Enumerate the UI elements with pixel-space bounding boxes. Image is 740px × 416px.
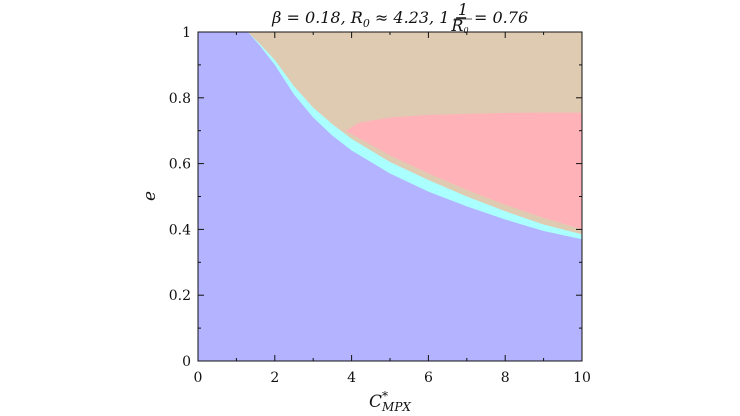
x-tick-label: 10 (573, 370, 591, 386)
x-tick-label: 2 (270, 370, 279, 386)
region-pink (345, 112, 582, 230)
x-tick-label: 6 (424, 370, 433, 386)
x-tick-label: 8 (501, 370, 510, 386)
title-end: = 0.76 (474, 8, 528, 27)
y-tick-label: 0.4 (169, 222, 191, 238)
y-axis-label: e (140, 191, 160, 201)
x-tick-label: 0 (194, 370, 203, 386)
x-tick-label: 4 (347, 370, 356, 386)
y-tick-label: 0.2 (169, 288, 191, 304)
y-tick-label: 0 (182, 354, 191, 370)
y-tick-label: 1 (182, 25, 191, 41)
title-fraction-denominator: R0 (450, 16, 468, 35)
regions-layer (198, 32, 582, 361)
region-blue (198, 32, 582, 361)
y-tick-label: 0.8 (169, 91, 191, 107)
y-tick-label: 0.6 (169, 157, 191, 173)
title-fraction: 1 R0 = 0.76 (450, 0, 528, 35)
ticks-layer: 0 2 4 6 8 10 0 0.2 0.4 0.6 0.8 1 (169, 25, 591, 386)
chart-title: β = 0.18, R0 ≈ 4.23, 1 − (271, 8, 468, 30)
x-axis-label: C* MPX (369, 389, 411, 414)
title-fraction-numerator: 1 (458, 0, 468, 19)
